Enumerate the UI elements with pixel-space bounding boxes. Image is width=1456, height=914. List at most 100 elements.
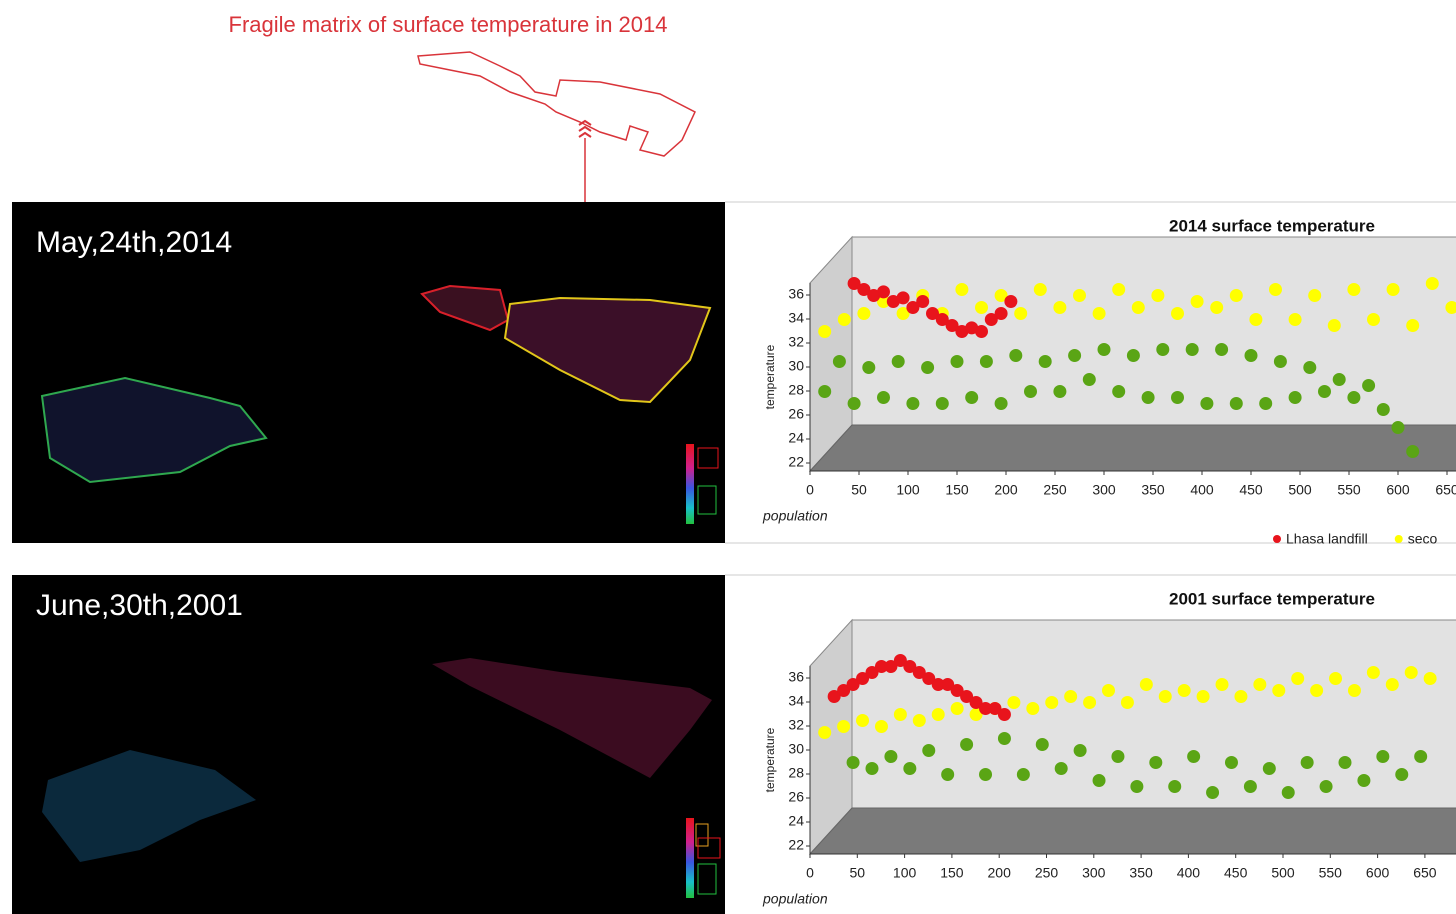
colorbar	[686, 818, 694, 898]
data-point	[960, 738, 974, 751]
data-point	[1215, 343, 1229, 356]
data-point	[903, 762, 917, 775]
data-point	[1357, 774, 1371, 787]
colorbar	[686, 444, 694, 524]
data-point	[1362, 379, 1376, 392]
data-point	[1112, 283, 1126, 296]
x-tick-label: 450	[1224, 865, 1248, 881]
data-point	[1092, 307, 1106, 320]
chart-title: 2014 surface temperature	[1169, 216, 1375, 235]
data-point	[1288, 391, 1302, 404]
data-point	[877, 285, 890, 299]
panel-date: June,30th,2001	[36, 589, 243, 622]
data-point	[1102, 684, 1115, 697]
y-tick-label: 22	[788, 454, 804, 470]
data-point	[884, 660, 898, 673]
y-tick-label: 32	[788, 334, 804, 350]
data-point	[1111, 750, 1125, 763]
x-tick-label: 50	[851, 482, 867, 498]
data-point	[931, 708, 945, 721]
data-point	[1414, 750, 1428, 763]
data-point	[896, 307, 910, 320]
data-point	[1053, 385, 1067, 398]
data-point	[837, 684, 851, 697]
data-point	[922, 744, 936, 757]
data-point	[1391, 421, 1405, 434]
data-point	[862, 361, 876, 374]
data-point	[1259, 397, 1273, 410]
data-point	[997, 708, 1011, 721]
data-point	[865, 762, 879, 775]
data-point	[969, 696, 983, 709]
x-tick-label: 150	[945, 482, 969, 498]
data-point	[1272, 684, 1286, 697]
data-point	[1073, 744, 1087, 757]
x-tick-label: 500	[1288, 482, 1312, 498]
data-point	[1171, 391, 1184, 404]
x-tick-label: 600	[1386, 482, 1410, 498]
data-point	[847, 277, 861, 290]
data-point	[912, 714, 926, 727]
x-axis-label: population	[762, 508, 828, 524]
y-tick-label: 22	[788, 837, 804, 853]
data-point	[950, 355, 964, 368]
data-point	[1291, 672, 1305, 685]
data-point	[1308, 289, 1322, 302]
data-point	[906, 397, 920, 410]
data-point	[818, 385, 832, 398]
data-point	[1149, 756, 1163, 769]
x-tick-label: 350	[1141, 482, 1165, 498]
data-point	[955, 283, 969, 296]
x-tick-label: 100	[896, 482, 920, 498]
y-tick-label: 34	[788, 693, 804, 709]
x-tick-label: 300	[1082, 865, 1106, 881]
data-point	[1366, 666, 1380, 679]
data-point	[1273, 355, 1287, 368]
data-point	[975, 301, 988, 314]
legend-box	[697, 863, 717, 895]
data-point	[1329, 672, 1343, 685]
y-tick-label: 24	[788, 430, 804, 446]
data-point	[1158, 690, 1172, 703]
y-tick-label: 28	[788, 765, 804, 781]
panel-date: May,24th,2014	[36, 226, 232, 259]
region	[432, 658, 712, 778]
y-tick-label: 30	[788, 741, 804, 757]
y-tick-label: 30	[788, 358, 804, 374]
y-axis-label: temperature	[763, 727, 777, 792]
data-point	[994, 397, 1008, 410]
legend-box	[695, 823, 709, 847]
data-point	[950, 684, 964, 697]
data-point	[935, 397, 949, 410]
data-point	[984, 313, 998, 326]
data-point	[903, 660, 917, 673]
data-point	[847, 397, 861, 410]
data-point	[1327, 319, 1341, 332]
data-point	[1404, 666, 1418, 679]
x-tick-label: 50	[850, 865, 866, 881]
data-point	[1303, 361, 1317, 374]
data-point	[1347, 283, 1361, 296]
x-tick-label: 550	[1319, 865, 1343, 881]
data-point	[1168, 780, 1182, 793]
data-point	[1156, 343, 1170, 356]
data-point	[1288, 313, 1302, 326]
x-tick-label: 600	[1366, 865, 1390, 881]
region	[42, 750, 256, 862]
x-tick-label: 400	[1177, 865, 1201, 881]
x-tick-label: 550	[1337, 482, 1361, 498]
x-tick-label: 350	[1129, 865, 1153, 881]
data-point	[997, 732, 1011, 745]
x-tick-label: 200	[988, 865, 1012, 881]
data-point	[1347, 391, 1361, 404]
region-outline	[503, 296, 712, 404]
y-tick-label: 26	[788, 406, 804, 422]
data-point	[1318, 385, 1331, 398]
x-tick-label: 500	[1271, 865, 1295, 881]
data-point	[856, 714, 870, 727]
data-point	[1068, 349, 1082, 362]
data-point	[1033, 283, 1047, 296]
data-point	[941, 768, 955, 781]
data-point	[818, 325, 832, 338]
data-point	[1425, 277, 1439, 290]
